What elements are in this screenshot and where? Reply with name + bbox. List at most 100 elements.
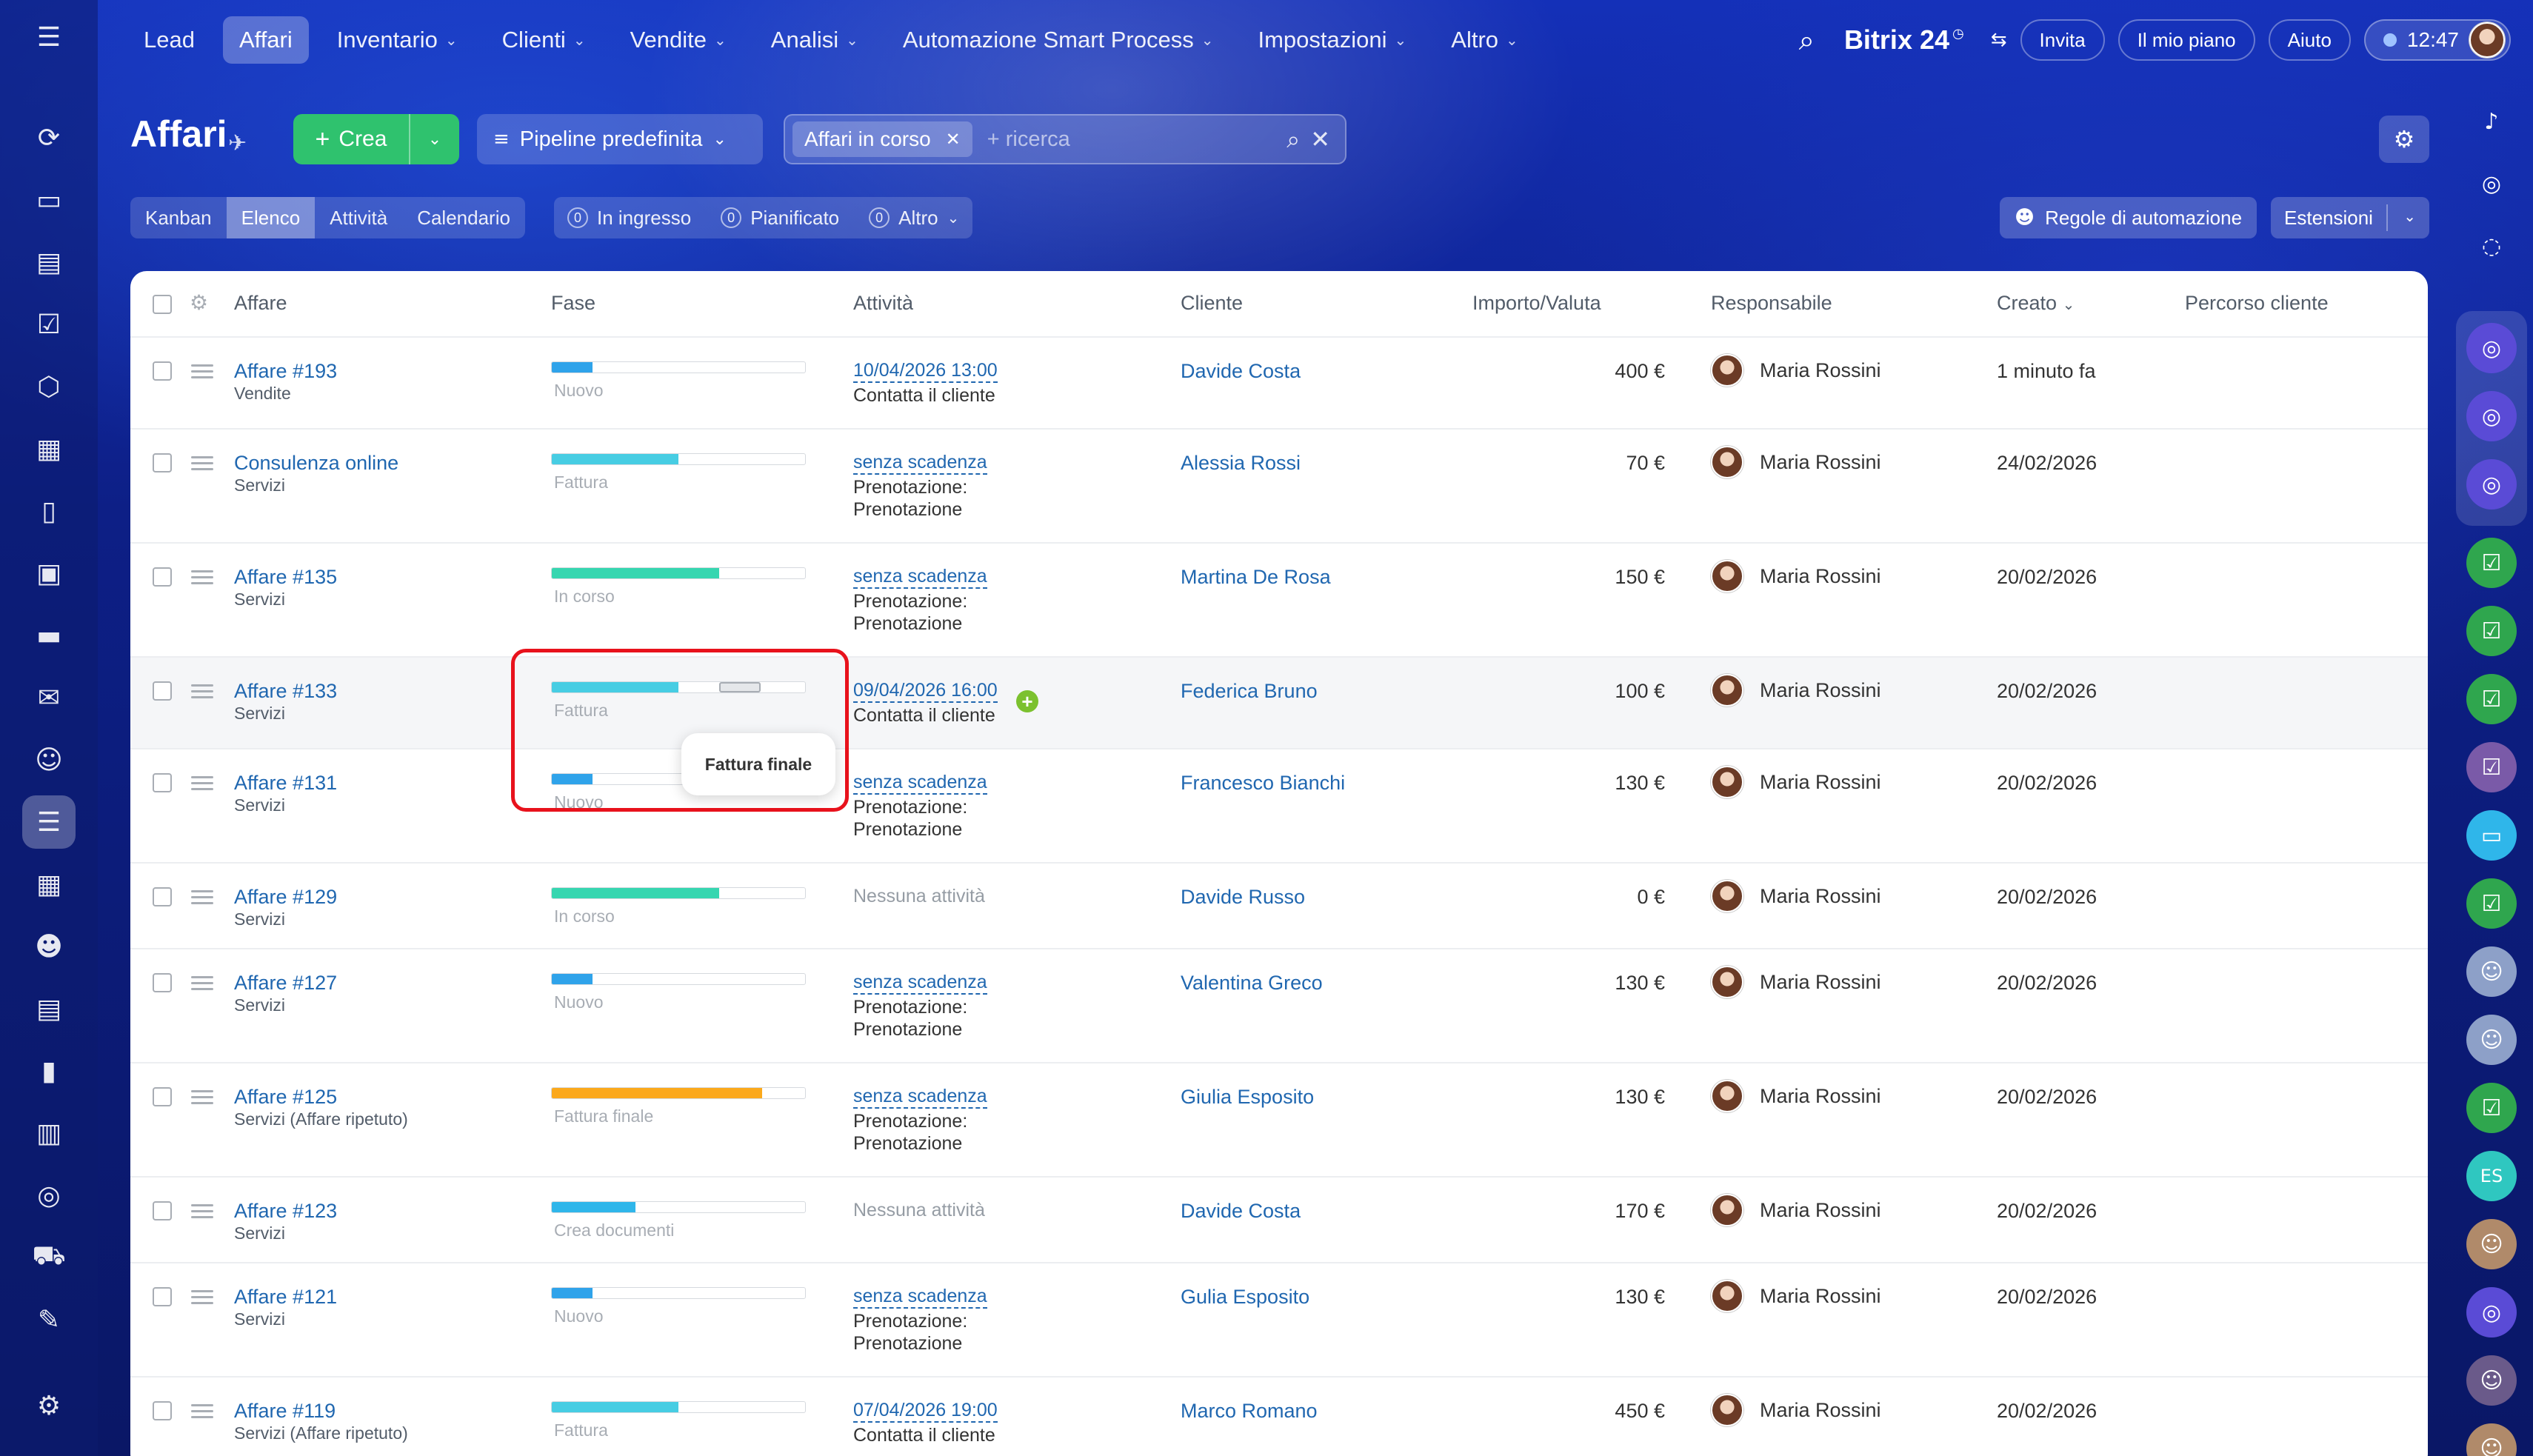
header-client[interactable]: Cliente	[1181, 292, 1244, 314]
drag-handle-icon[interactable]	[191, 976, 213, 991]
client-link[interactable]: Davide Costa	[1181, 360, 1301, 382]
extensions-button[interactable]: Estensioni ⌄	[2271, 197, 2429, 238]
stage-progress-bar[interactable]	[551, 887, 806, 899]
responsible-user[interactable]: Maria Rossini	[1711, 560, 1881, 592]
deal-title-link[interactable]: Affare #125	[234, 1086, 338, 1108]
invite-button[interactable]: Invita	[2020, 19, 2105, 61]
copilot-chat-icon[interactable]: ◎	[2466, 391, 2517, 441]
activity-deadline-link[interactable]: 07/04/2026 19:00	[853, 1400, 998, 1423]
row-checkbox[interactable]	[153, 1401, 172, 1420]
contacts-icon[interactable]: ☺	[35, 744, 63, 775]
table-row[interactable]: Affare #121 Servizi Nuovo senza scadenza Pre…	[130, 1263, 2428, 1377]
deal-title-link[interactable]: Consulenza online	[234, 452, 399, 474]
analytics-icon[interactable]: ▮	[41, 1055, 56, 1086]
client-link[interactable]: Davide Russo	[1181, 886, 1306, 908]
help-button[interactable]: Aiuto	[2268, 19, 2351, 61]
drag-handle-icon[interactable]	[191, 1290, 213, 1305]
row-checkbox[interactable]	[153, 1201, 172, 1220]
deal-title-link[interactable]: Affare #131	[234, 772, 338, 794]
copilot-chat-icon[interactable]: ◎	[2466, 323, 2517, 373]
nav-item-4[interactable]: Vendite ⌄	[614, 16, 743, 64]
row-checkbox[interactable]	[153, 453, 172, 472]
table-row[interactable]: Affare #133 Servizi Fattura 09/04/2026 16:0…	[130, 658, 2428, 749]
contact-avatar[interactable]: ☺	[2466, 946, 2517, 997]
contact-avatar[interactable]: ☺	[2466, 1015, 2517, 1065]
gear-icon[interactable]: ⚙	[190, 290, 209, 315]
client-link[interactable]: Federica Bruno	[1181, 680, 1318, 702]
row-checkbox[interactable]	[153, 361, 172, 381]
stage-progress-bar[interactable]	[551, 1401, 806, 1413]
cart-icon[interactable]: ⛟	[32, 1240, 66, 1271]
copilot-chat-icon[interactable]: ◎	[2466, 459, 2517, 510]
drag-handle-icon[interactable]	[191, 890, 213, 905]
header-activity[interactable]: Attività	[853, 292, 914, 314]
table-row[interactable]: Affare #127 Servizi Nuovo senza scadenza Pre…	[130, 949, 2428, 1063]
copilot-chat-icon[interactable]: ◎	[2466, 1287, 2517, 1338]
activity-deadline-link[interactable]: senza scadenza	[853, 452, 987, 475]
nav-item-5[interactable]: Analisi ⌄	[755, 16, 875, 64]
nav-item-7[interactable]: Impostazioni ⌄	[1241, 16, 1423, 64]
stage-progress-bar[interactable]	[551, 361, 806, 373]
client-link[interactable]: Giulia Esposito	[1181, 1086, 1315, 1108]
activity-deadline-link[interactable]: 09/04/2026 16:00	[853, 680, 998, 703]
task-chat-icon[interactable]: ☑	[2466, 1083, 2517, 1133]
table-row[interactable]: Affare #123 Servizi Crea documenti Nessuna …	[130, 1178, 2428, 1263]
responsible-user[interactable]: Maria Rossini	[1711, 1194, 1881, 1226]
client-link[interactable]: Davide Costa	[1181, 1200, 1301, 1222]
pipeline-select[interactable]: ≡ Pipeline predefinita ⌄	[477, 114, 763, 164]
automation-rules-button[interactable]: ☻ Regole di automazione	[2000, 197, 2257, 238]
drag-handle-icon[interactable]	[191, 1090, 213, 1105]
view-tab-2[interactable]: Attività	[330, 206, 388, 229]
store-icon[interactable]: ▥	[36, 1118, 61, 1149]
client-link[interactable]: Gulia Esposito	[1181, 1286, 1310, 1308]
pin-icon[interactable]: ✈	[228, 130, 247, 156]
group-chat-icon[interactable]: ▭	[2466, 810, 2517, 861]
deal-title-link[interactable]: Affare #193	[234, 360, 338, 382]
table-row[interactable]: Affare #193 Vendite Nuovo 10/04/2026 13:00 C…	[130, 338, 2428, 430]
responsible-user[interactable]: Maria Rossini	[1711, 674, 1881, 707]
client-link[interactable]: Marco Romano	[1181, 1400, 1318, 1422]
row-checkbox[interactable]	[153, 773, 172, 792]
planner-icon[interactable]: ▦	[36, 869, 61, 900]
calendar-icon[interactable]: ▦	[36, 433, 61, 464]
row-checkbox[interactable]	[153, 887, 172, 906]
table-row[interactable]: Affare #135 Servizi In corso senza scadenza…	[130, 544, 2428, 658]
responsible-user[interactable]: Maria Rossini	[1711, 1394, 1881, 1426]
view-tab-1[interactable]: Elenco	[226, 197, 316, 238]
table-row[interactable]: Affare #119 Servizi (Affare ripetuto) Fatt…	[130, 1377, 2428, 1456]
client-link[interactable]: Martina De Rosa	[1181, 566, 1331, 588]
responsible-user[interactable]: Maria Rossini	[1711, 354, 1881, 387]
header-created[interactable]: Creato ⌄	[1997, 292, 2075, 315]
select-all-checkbox[interactable]	[153, 295, 172, 314]
activity-deadline-link[interactable]: senza scadenza	[853, 972, 987, 995]
initials-avatar[interactable]: ES	[2466, 1151, 2517, 1201]
close-icon[interactable]: ✕	[945, 129, 961, 150]
contact-avatar[interactable]: ☺	[2466, 1355, 2517, 1406]
file-icon[interactable]: ▯	[41, 495, 56, 527]
responsible-user[interactable]: Maria Rossini	[1711, 446, 1881, 478]
table-row[interactable]: Consulenza online Servizi Fattura senza sca…	[130, 430, 2428, 544]
contact-avatar[interactable]: ☺	[2466, 1219, 2517, 1269]
presentation-icon[interactable]: ▣	[36, 558, 61, 589]
header-journey[interactable]: Percorso cliente	[2185, 292, 2329, 314]
deal-title-link[interactable]: Affare #119	[234, 1400, 336, 1422]
stage-progress-bar[interactable]	[551, 1287, 806, 1299]
my-plan-button[interactable]: Il mio piano	[2117, 19, 2255, 61]
row-checkbox[interactable]	[153, 1087, 172, 1106]
create-button[interactable]: + Crea ⌄	[293, 114, 459, 164]
nav-item-8[interactable]: Altro ⌄	[1435, 16, 1535, 64]
deal-title-link[interactable]: Affare #135	[234, 566, 338, 588]
header-responsible[interactable]: Responsabile	[1711, 292, 1832, 314]
document-icon[interactable]: ▤	[36, 247, 61, 278]
header-deal[interactable]: Affare	[234, 292, 287, 314]
row-checkbox[interactable]	[153, 567, 172, 587]
task-chat-icon[interactable]: ☑	[2466, 742, 2517, 792]
counter-0[interactable]: 0 In ingresso	[567, 207, 691, 230]
settings-icon[interactable]: ⚙	[36, 1390, 61, 1421]
table-row[interactable]: Affare #125 Servizi (Affare ripetuto) Fatt…	[130, 1063, 2428, 1178]
nav-item-6[interactable]: Automazione Smart Process ⌄	[887, 16, 1230, 64]
drag-handle-icon[interactable]	[191, 1404, 213, 1419]
robot-icon[interactable]: ☻	[35, 931, 63, 962]
deal-title-link[interactable]: Affare #121	[234, 1286, 338, 1308]
header-amount[interactable]: Importo/Valuta	[1472, 292, 1601, 314]
